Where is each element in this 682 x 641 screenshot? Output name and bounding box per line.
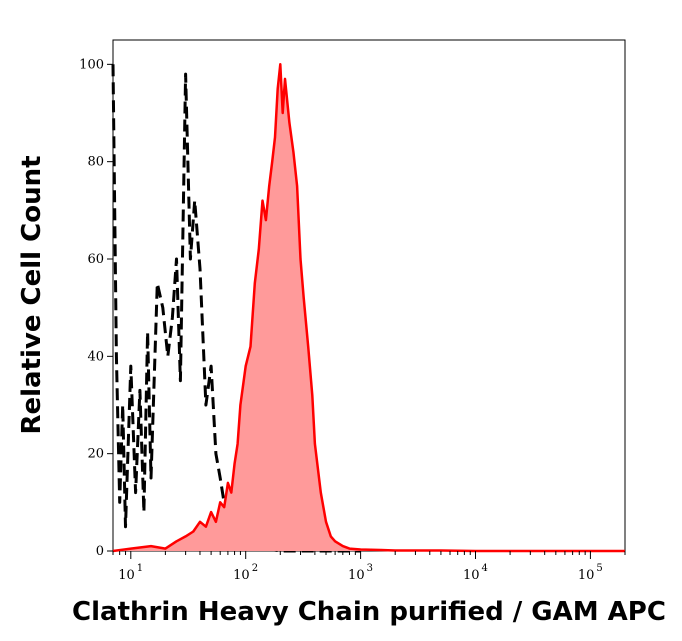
- x-axis-title: Clathrin Heavy Chain purified / GAM APC: [72, 597, 666, 627]
- series-1-line: [112, 63, 625, 553]
- y-tick-label: 80: [87, 155, 104, 170]
- x-axis: 10 1 10 2 10 3 10 4 10 5: [112, 551, 626, 583]
- series-layer: [111, 63, 625, 553]
- x-tick-exponent: 1: [137, 563, 143, 574]
- y-axis-title: Relative Cell Count: [17, 155, 47, 434]
- y-axis: 0 20 40 60 80 100: [79, 57, 113, 559]
- plot-frame: [112, 39, 626, 552]
- x-tick-label: 10: [118, 568, 135, 583]
- x-tick-exponent: 4: [482, 563, 488, 574]
- y-tick-label: 40: [87, 349, 104, 364]
- x-tick-exponent: 5: [596, 563, 602, 574]
- x-tick-label: 10: [578, 568, 595, 583]
- x-tick-exponent: 3: [367, 563, 373, 574]
- x-tick-label: 10: [463, 568, 480, 583]
- series-1-fill: [113, 64, 625, 552]
- x-tick-label: 10: [233, 568, 250, 583]
- y-tick-label: 20: [87, 447, 104, 462]
- y-tick-label: 60: [87, 252, 104, 267]
- x-tick-exponent: 2: [252, 563, 258, 574]
- y-tick-label: 0: [96, 544, 104, 559]
- x-tick-label: 10: [348, 568, 365, 583]
- y-tick-label: 100: [79, 57, 104, 72]
